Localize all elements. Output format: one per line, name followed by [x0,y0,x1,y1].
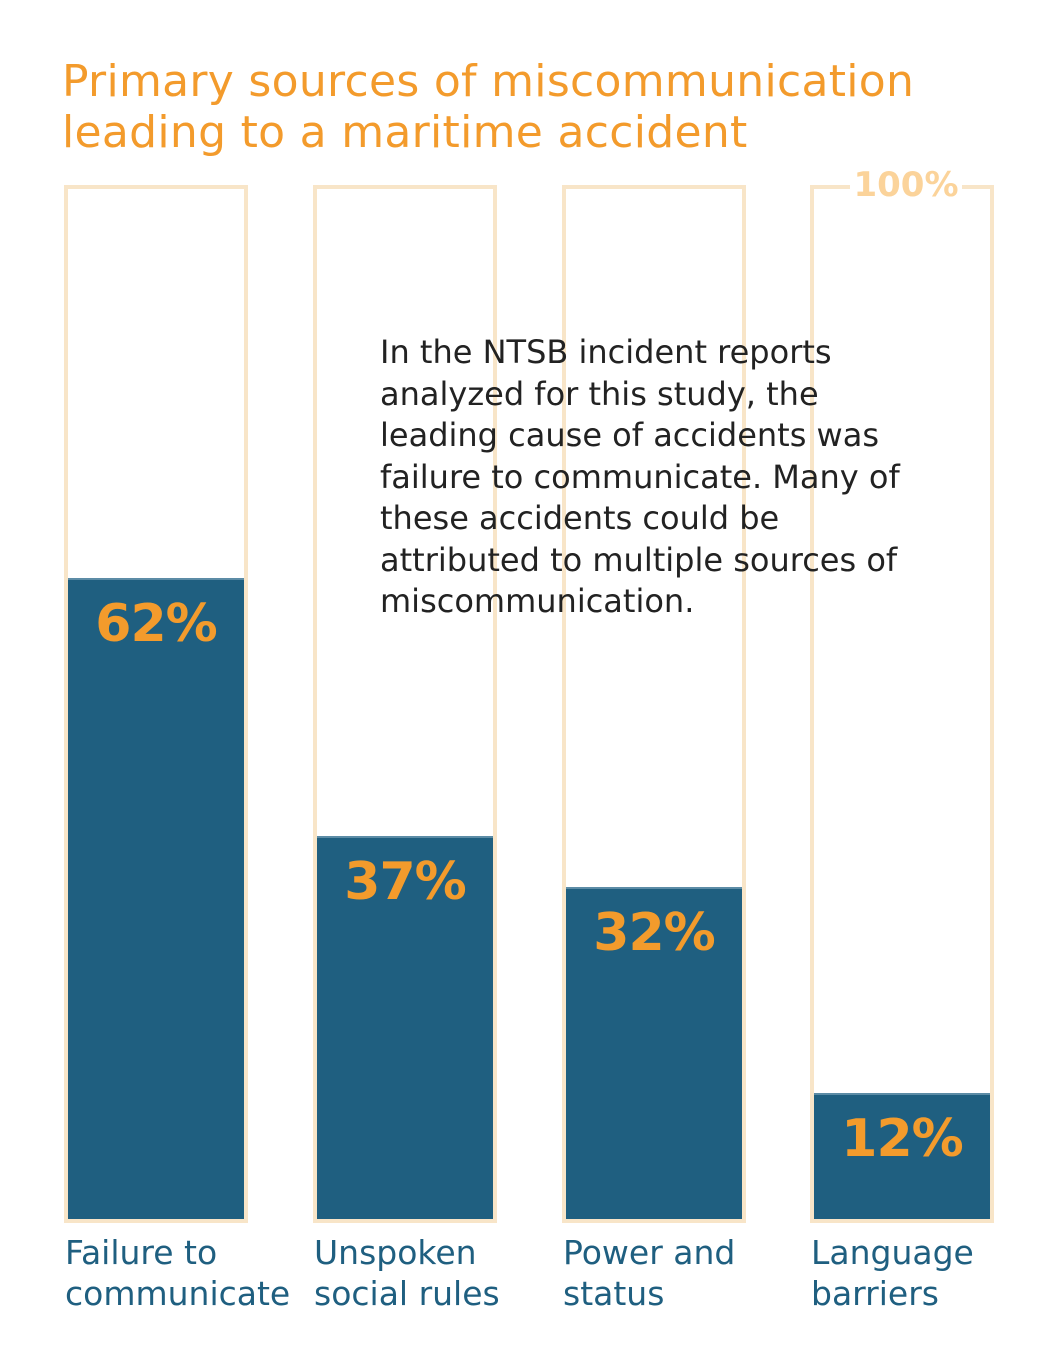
category-label: Failure to communicate [65,1233,291,1313]
bar: 12% [814,1093,990,1219]
bar-outline: 12% [810,185,994,1223]
bar: 32% [566,887,742,1219]
data-label: 37% [344,851,466,912]
data-label: 12% [841,1109,963,1170]
category-label: Unspoken social rules [314,1233,500,1313]
data-label: 62% [95,594,217,655]
category-label: Language barriers [811,1233,974,1313]
category-label: Power and status [563,1233,736,1313]
chart-title: Primary sources of miscommunication lead… [62,56,915,158]
bar-outline: 32% [562,185,746,1223]
max-label: 100% [850,165,962,205]
bar-outline: 37% [313,185,497,1223]
bar: 62% [68,578,244,1219]
bar: 37% [317,835,493,1219]
bar-outline: 62% [64,185,248,1223]
annotation-text: In the NTSB incident reports analyzed fo… [380,333,900,620]
data-label: 32% [593,903,715,964]
